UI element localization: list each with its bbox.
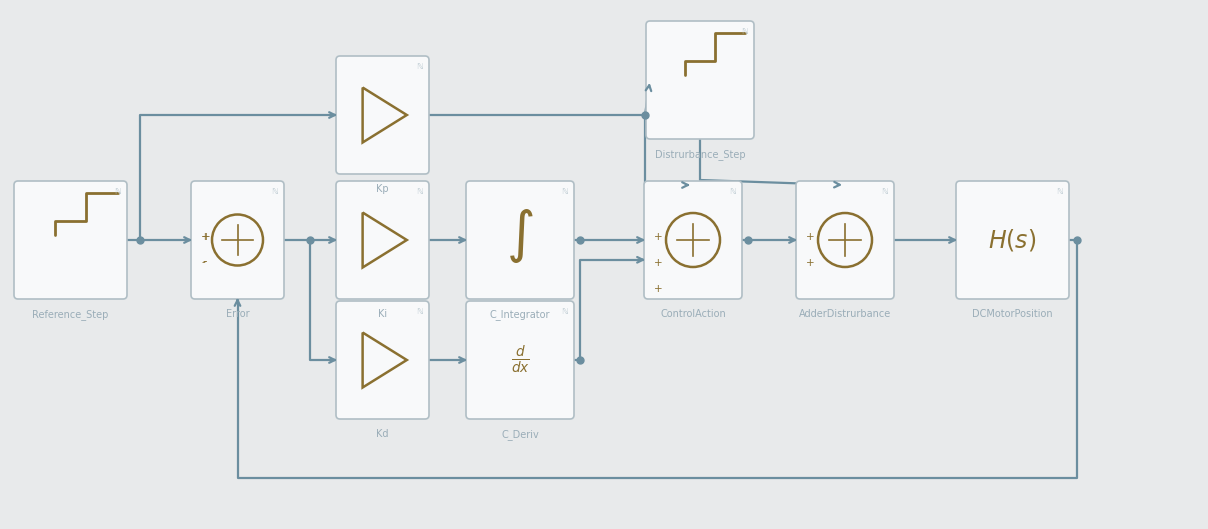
FancyBboxPatch shape	[191, 181, 284, 299]
Text: ℕ: ℕ	[1056, 187, 1063, 196]
Text: +: +	[654, 232, 663, 242]
Text: Kd: Kd	[376, 429, 389, 439]
FancyBboxPatch shape	[336, 301, 429, 419]
Text: +: +	[654, 258, 663, 268]
Text: Distrurbance_Step: Distrurbance_Step	[655, 149, 745, 160]
Text: C_Integrator: C_Integrator	[489, 309, 551, 320]
Text: -: -	[201, 257, 204, 267]
Text: +: +	[654, 284, 663, 294]
Text: -: -	[202, 255, 207, 268]
Text: Ki: Ki	[378, 309, 387, 319]
Text: ℕ: ℕ	[562, 307, 568, 316]
Text: +: +	[806, 232, 814, 242]
FancyBboxPatch shape	[956, 181, 1069, 299]
Text: ℕ: ℕ	[115, 187, 121, 196]
Text: C_Deriv: C_Deriv	[501, 429, 539, 440]
Text: Reference_Step: Reference_Step	[33, 309, 109, 320]
Text: AdderDistrurbance: AdderDistrurbance	[798, 309, 892, 319]
Text: ℕ: ℕ	[417, 307, 423, 316]
Text: +: +	[201, 232, 210, 242]
FancyBboxPatch shape	[646, 21, 754, 139]
FancyBboxPatch shape	[14, 181, 127, 299]
Text: $\frac{d}{dx}$: $\frac{d}{dx}$	[511, 344, 529, 376]
Text: +: +	[806, 258, 814, 268]
Text: $\mathit{H(s)}$: $\mathit{H(s)}$	[988, 227, 1036, 253]
Text: Kp: Kp	[376, 184, 389, 194]
Text: ℕ: ℕ	[417, 187, 423, 196]
FancyBboxPatch shape	[336, 181, 429, 299]
Text: +: +	[202, 232, 210, 242]
Text: ℕ: ℕ	[730, 187, 736, 196]
Text: DCMotorPosition: DCMotorPosition	[972, 309, 1053, 319]
FancyBboxPatch shape	[644, 181, 742, 299]
Text: Error: Error	[226, 309, 249, 319]
FancyBboxPatch shape	[466, 301, 574, 419]
FancyBboxPatch shape	[796, 181, 894, 299]
Text: $\int$: $\int$	[506, 207, 534, 265]
Text: ℕ: ℕ	[742, 27, 748, 36]
FancyBboxPatch shape	[336, 56, 429, 174]
FancyBboxPatch shape	[466, 181, 574, 299]
Text: ℕ: ℕ	[272, 187, 278, 196]
Text: ControlAction: ControlAction	[660, 309, 726, 319]
Text: ℕ: ℕ	[882, 187, 888, 196]
Text: ℕ: ℕ	[417, 62, 423, 71]
Text: ℕ: ℕ	[562, 187, 568, 196]
